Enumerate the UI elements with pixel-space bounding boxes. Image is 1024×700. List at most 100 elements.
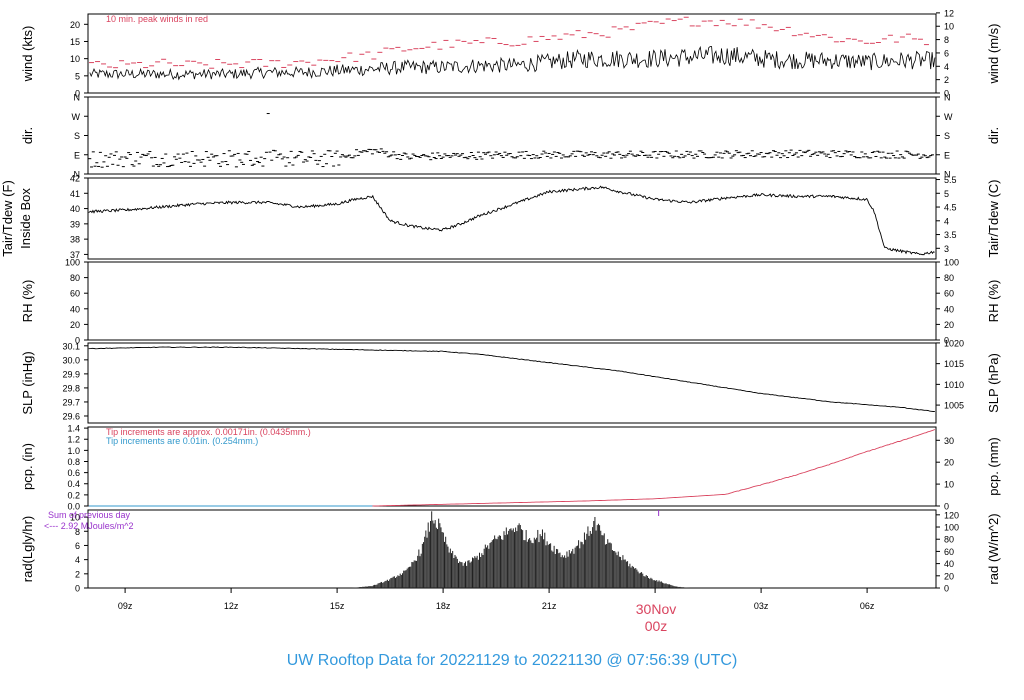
left-tick-label-slp: 29.6 [62,411,80,421]
right-tick-label-wind: 0 [944,89,949,99]
date-label-hour: 00z [645,618,668,634]
left-tick-label-pcp: 0.0 [67,502,80,512]
right-tick-label-rh: 100 [944,258,959,268]
right-tick-label-rad: 20 [944,571,954,581]
right-tick-label-pcp: 20 [944,458,954,468]
left-tick-label-dir: S [74,131,80,141]
left-tick-label-slp: 29.7 [62,397,80,407]
right-tick-label-rh: 40 [944,304,954,314]
right-tick-label-wind: 4 [944,62,949,72]
right-tick-label-pcp: 30 [944,436,954,446]
left-tick-label-wind: 0 [75,89,80,99]
time-tick-label: 15z [330,601,345,611]
right-tick-label-dir: E [944,150,950,160]
left-tick-label-pcp: 0.6 [67,468,80,478]
left-tick-label-rad: 6 [75,541,80,551]
left-tick-label-temp: 37 [70,250,80,260]
left-tick-label-dir: E [74,150,80,160]
right-tick-label-rad: 120 [944,510,959,520]
wind-annotation: 10 min. peak winds in red [106,14,208,24]
left-tick-label-rh: 80 [70,273,80,283]
time-tick-label: 06z [860,601,875,611]
temp-ylabel-left-2: Inside Box [18,188,33,249]
right-tick-label-wind: 8 [944,35,949,45]
footer-title: UW Rooftop Data for 20221129 to 20221130… [287,652,738,669]
panel-temp: 37 38 39 40 41 42 3 3.5 4 4.5 5 5.5 Tair/Tdew (F) Ins… [0,174,1001,260]
panel-pcp: 0.0 0.20.40.60.81.01.21.4 0 10 20 30 pcp. (in)… [20,424,1001,512]
time-tick-label: 12z [224,601,239,611]
left-tick-label-rh: 60 [70,289,80,299]
panel-frame-slp [87,342,937,424]
right-tick-label-rad: 0 [944,584,949,594]
right-tick-label-slp: 1015 [944,359,964,369]
wind-series-line [89,45,936,81]
left-tick-label-pcp: 1.0 [67,446,80,456]
left-tick-label-wind: 10 [70,54,80,64]
panel-frame-dir [87,96,937,175]
left-tick-label-rad: 10 [70,513,80,523]
panel-rh: 0 20 40 60 80 100 0 20 40 60 80 100 RH (%) RH (%) [20,258,1001,346]
dir-ylabel-left: dir. [20,127,35,144]
right-tick-label-wind: 6 [944,48,949,58]
left-tick-label-temp: 42 [70,174,80,184]
right-tick-label-dir: N [944,170,951,180]
right-tick-label-temp: 4 [944,216,949,226]
time-tick-label: 09z [118,601,133,611]
rh-ylabel-left: RH (%) [20,280,35,323]
left-tick-label-slp: 29.9 [62,369,80,379]
right-tick-label-rh: 0 [944,336,949,346]
left-tick-label-slp: 29.8 [62,383,80,393]
pcp-annotation-blue: Tip increments are 0.01in. (0.254mm.) [106,436,258,446]
right-tick-label-temp: 5.5 [944,175,957,185]
time-tick-label: 18z [436,601,451,611]
left-tick-label-rad: 2 [75,569,80,579]
wind-ylabel-left: wind (kts) [20,26,35,83]
temp-ylabel-left-1: Tair/Tdew (F) [0,180,15,257]
right-tick-label-rad: 80 [944,535,954,545]
time-tick-label: 21z [542,601,557,611]
right-tick-label-rh: 20 [944,320,954,330]
left-tick-label-temp: 39 [70,219,80,229]
right-tick-label-slp: 1010 [944,380,964,390]
left-tick-label-temp: 40 [70,204,80,214]
right-tick-label-rad: 100 [944,523,959,533]
pcp-ylabel-left: pcp. (in) [20,443,35,490]
slp-series-line [88,346,935,412]
time-tick-label: 03z [754,601,769,611]
left-tick-label-wind: 15 [70,37,80,47]
panel-slp: 29.6 29.7 29.8 29.9 30.0 30.1 1005 1010 1015 1020… [20,338,1001,424]
left-tick-label-rad: 4 [75,555,80,565]
left-tick-label-pcp: 0.4 [67,479,80,489]
pcp-annotation-red: Tip increments are approx. 0.00171in. (0… [106,427,311,437]
right-tick-label-rad: 40 [944,559,954,569]
right-tick-label-slp: 1020 [944,338,964,348]
temp-ylabel-right: Tair/Tdew (C) [986,179,1001,257]
right-tick-label-temp: 5 [944,189,949,199]
panel-frame-pcp [87,426,937,507]
left-tick-label-pcp: 1.2 [67,435,80,445]
left-tick-label-slp: 30.1 [62,341,80,351]
right-tick-label-temp: 4.5 [944,203,957,213]
left-tick-label-pcp: 1.4 [67,424,80,434]
rad-annotation-2: <--- 2.92 MJoules/m^2 [44,521,134,531]
right-tick-label-dir: N [944,93,951,103]
left-tick-label-rh: 20 [70,320,80,330]
left-tick-label-rh: 0 [75,336,80,346]
rad-ylabel-left: rad(Lgly/hr) [20,516,35,582]
left-tick-label-temp: 41 [70,189,80,199]
rad-ylabel-right: rad (W/m^2) [986,513,1001,584]
right-tick-label-pcp: 10 [944,480,954,490]
left-tick-label-rad: 0 [75,584,80,594]
left-tick-label-pcp: 0.2 [67,490,80,500]
dir-ylabel-right: dir. [986,127,1001,144]
left-tick-label-slp: 30.0 [62,355,80,365]
left-tick-label-wind: 20 [70,20,80,30]
slp-ylabel-right: SLP (hPa) [986,353,1001,413]
right-tick-label-rh: 80 [944,273,954,283]
pcp-ylabel-right: pcp. (mm) [986,437,1001,496]
temp-series-line [88,185,935,256]
